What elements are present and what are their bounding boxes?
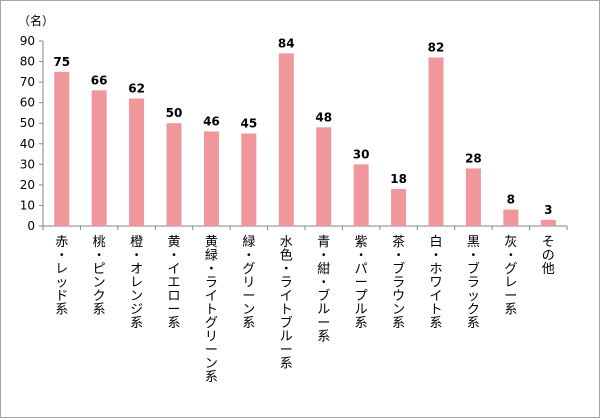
bar [129,98,145,226]
category-label: 赤・レッド系 [55,235,68,318]
data-label: 84 [278,36,295,50]
data-label: 18 [390,172,407,186]
y-tick-label: 90 [20,34,35,48]
bar [540,219,556,226]
bar [353,164,369,226]
data-label: 50 [166,106,183,120]
category-label: 橙・オレンジ系 [130,235,143,331]
y-tick-label: 80 [20,55,35,69]
data-label: 82 [428,40,445,54]
data-label: 48 [315,110,332,124]
bar [316,127,332,226]
bar [54,71,70,226]
bar [241,133,257,226]
data-label: 66 [91,73,108,87]
category-label: 紫・パープル系 [355,235,368,331]
y-tick-label: 20 [20,178,35,192]
data-label: 75 [53,55,70,69]
bar [503,209,519,226]
data-label: 46 [203,114,220,128]
bar [391,189,407,226]
y-unit-label: （名） [18,13,54,28]
bar [203,131,219,226]
data-label: 45 [241,117,258,131]
category-label: 黄・イエロー系 [167,235,180,331]
y-tick-label: 40 [20,137,35,151]
y-tick-label: 50 [20,116,35,130]
bar [465,168,481,226]
data-label: 3 [544,203,552,217]
data-label: 8 [507,193,515,207]
category-label: 青・紺・ブルー系 [317,235,330,345]
y-tick-label: 60 [20,96,35,110]
y-tick-label: 0 [27,219,35,233]
bar [428,57,444,226]
data-label: 30 [353,147,370,161]
category-label: 桃・ピンク系 [93,235,106,318]
category-label: 灰・グレー系 [504,235,517,318]
bar [278,53,294,227]
category-label: 水色・ライトブルー系 [280,235,293,372]
category-label: 茶・ブラウン系 [392,234,405,331]
bar [166,123,182,226]
y-tick-label: 10 [20,198,35,212]
y-tick-label: 70 [20,75,35,89]
category-label: 黄緑・ライトグリーン系 [205,235,218,385]
category-label: 黒・ブラック系 [467,235,480,331]
category-label: 白・ホワイト系 [429,234,442,331]
category-label: 緑・グリーン系 [242,235,255,331]
category-label: その他 [542,235,555,277]
data-label: 62 [128,82,145,96]
y-tick-label: 30 [20,157,35,171]
data-label: 28 [465,151,482,165]
bar [91,90,107,226]
